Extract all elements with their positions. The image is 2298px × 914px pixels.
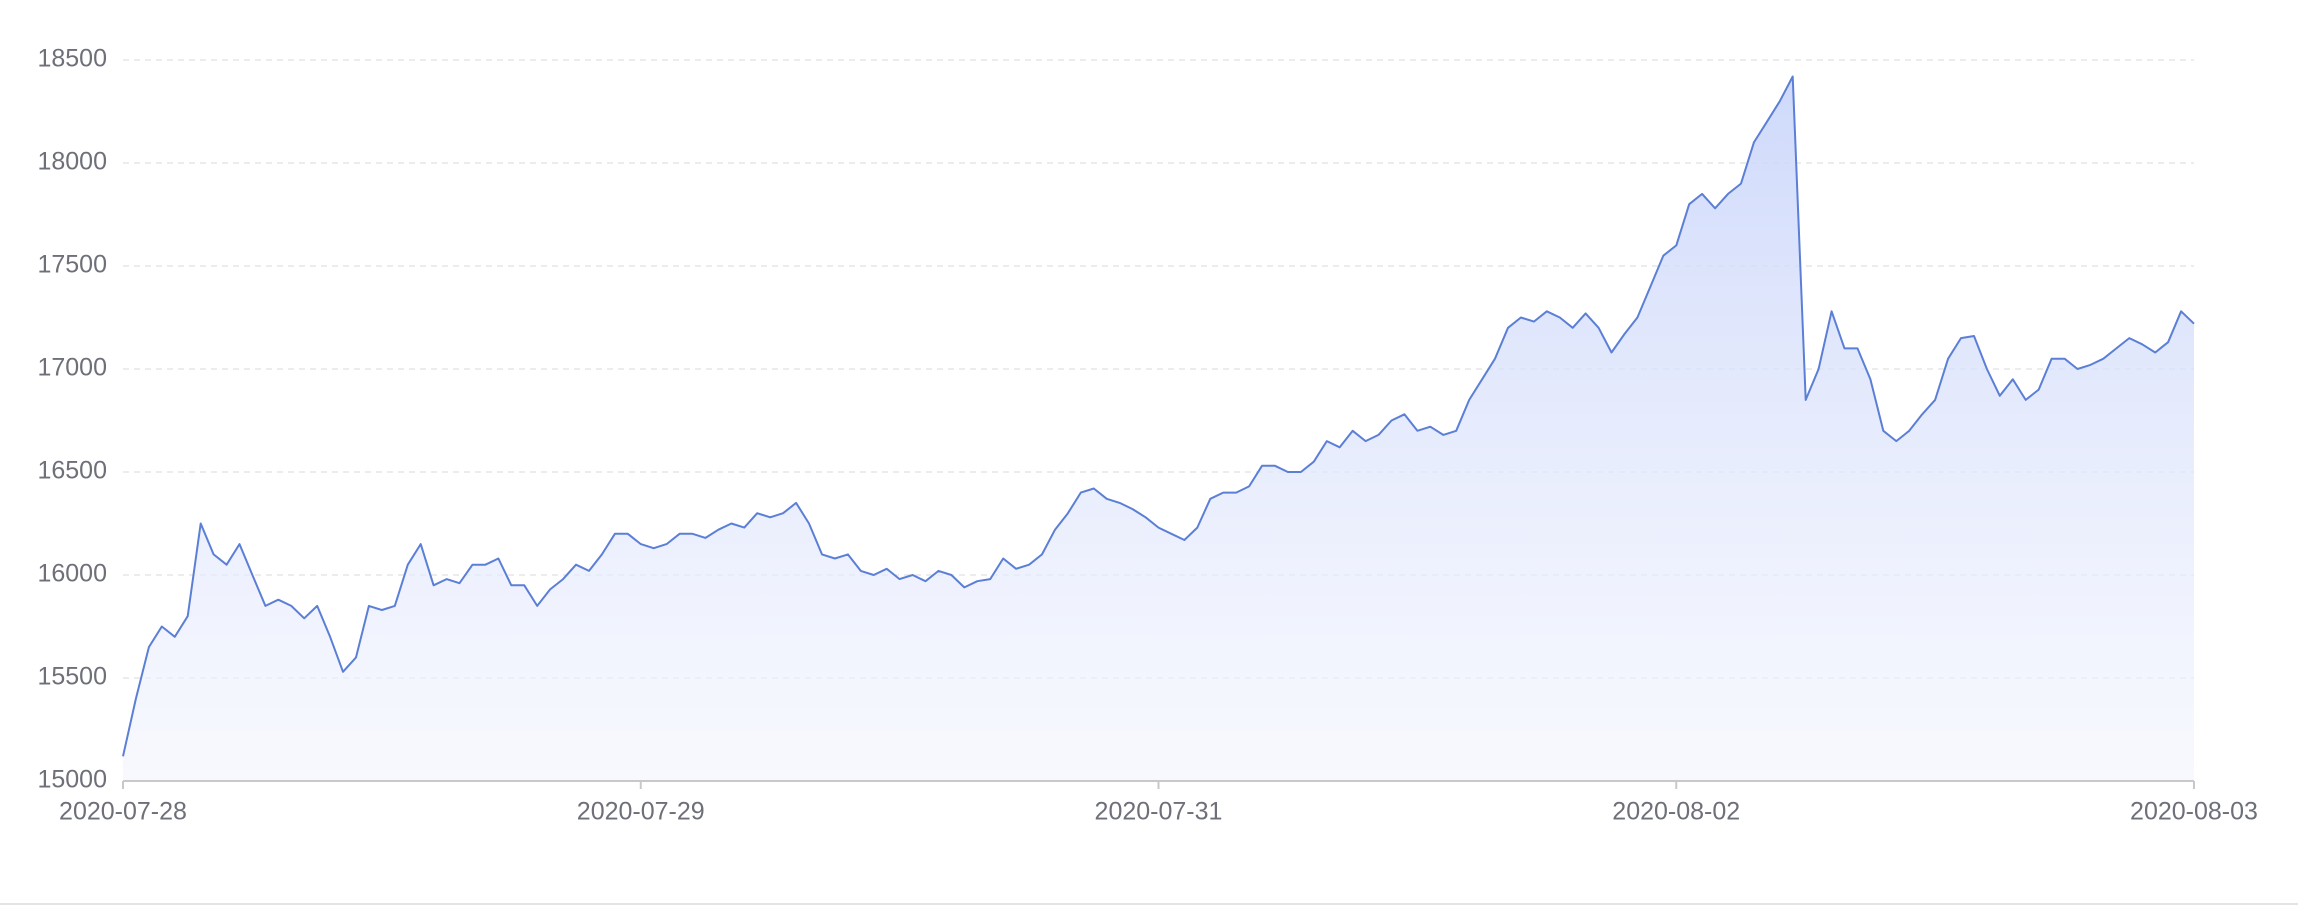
y-tick-label: 17000: [37, 354, 107, 382]
x-tick-label: 2020-07-31: [1095, 798, 1223, 826]
y-tick-label: 16000: [37, 560, 107, 588]
x-tick-label: 2020-08-02: [1612, 798, 1740, 826]
y-tick-label: 18500: [37, 45, 107, 73]
y-tick-label: 16500: [37, 457, 107, 485]
x-tick-label: 2020-07-29: [577, 798, 705, 826]
area: [123, 76, 2194, 781]
line: [122, 75, 2195, 757]
y-tick-label: 17500: [37, 251, 107, 279]
y-tick-label: 18000: [37, 148, 107, 176]
y-tick-label: 15000: [37, 766, 107, 794]
y-tick-label: 15500: [37, 663, 107, 691]
x-tick-label: 2020-08-03: [2130, 798, 2258, 826]
x-tick-label: 2020-07-28: [59, 798, 187, 826]
